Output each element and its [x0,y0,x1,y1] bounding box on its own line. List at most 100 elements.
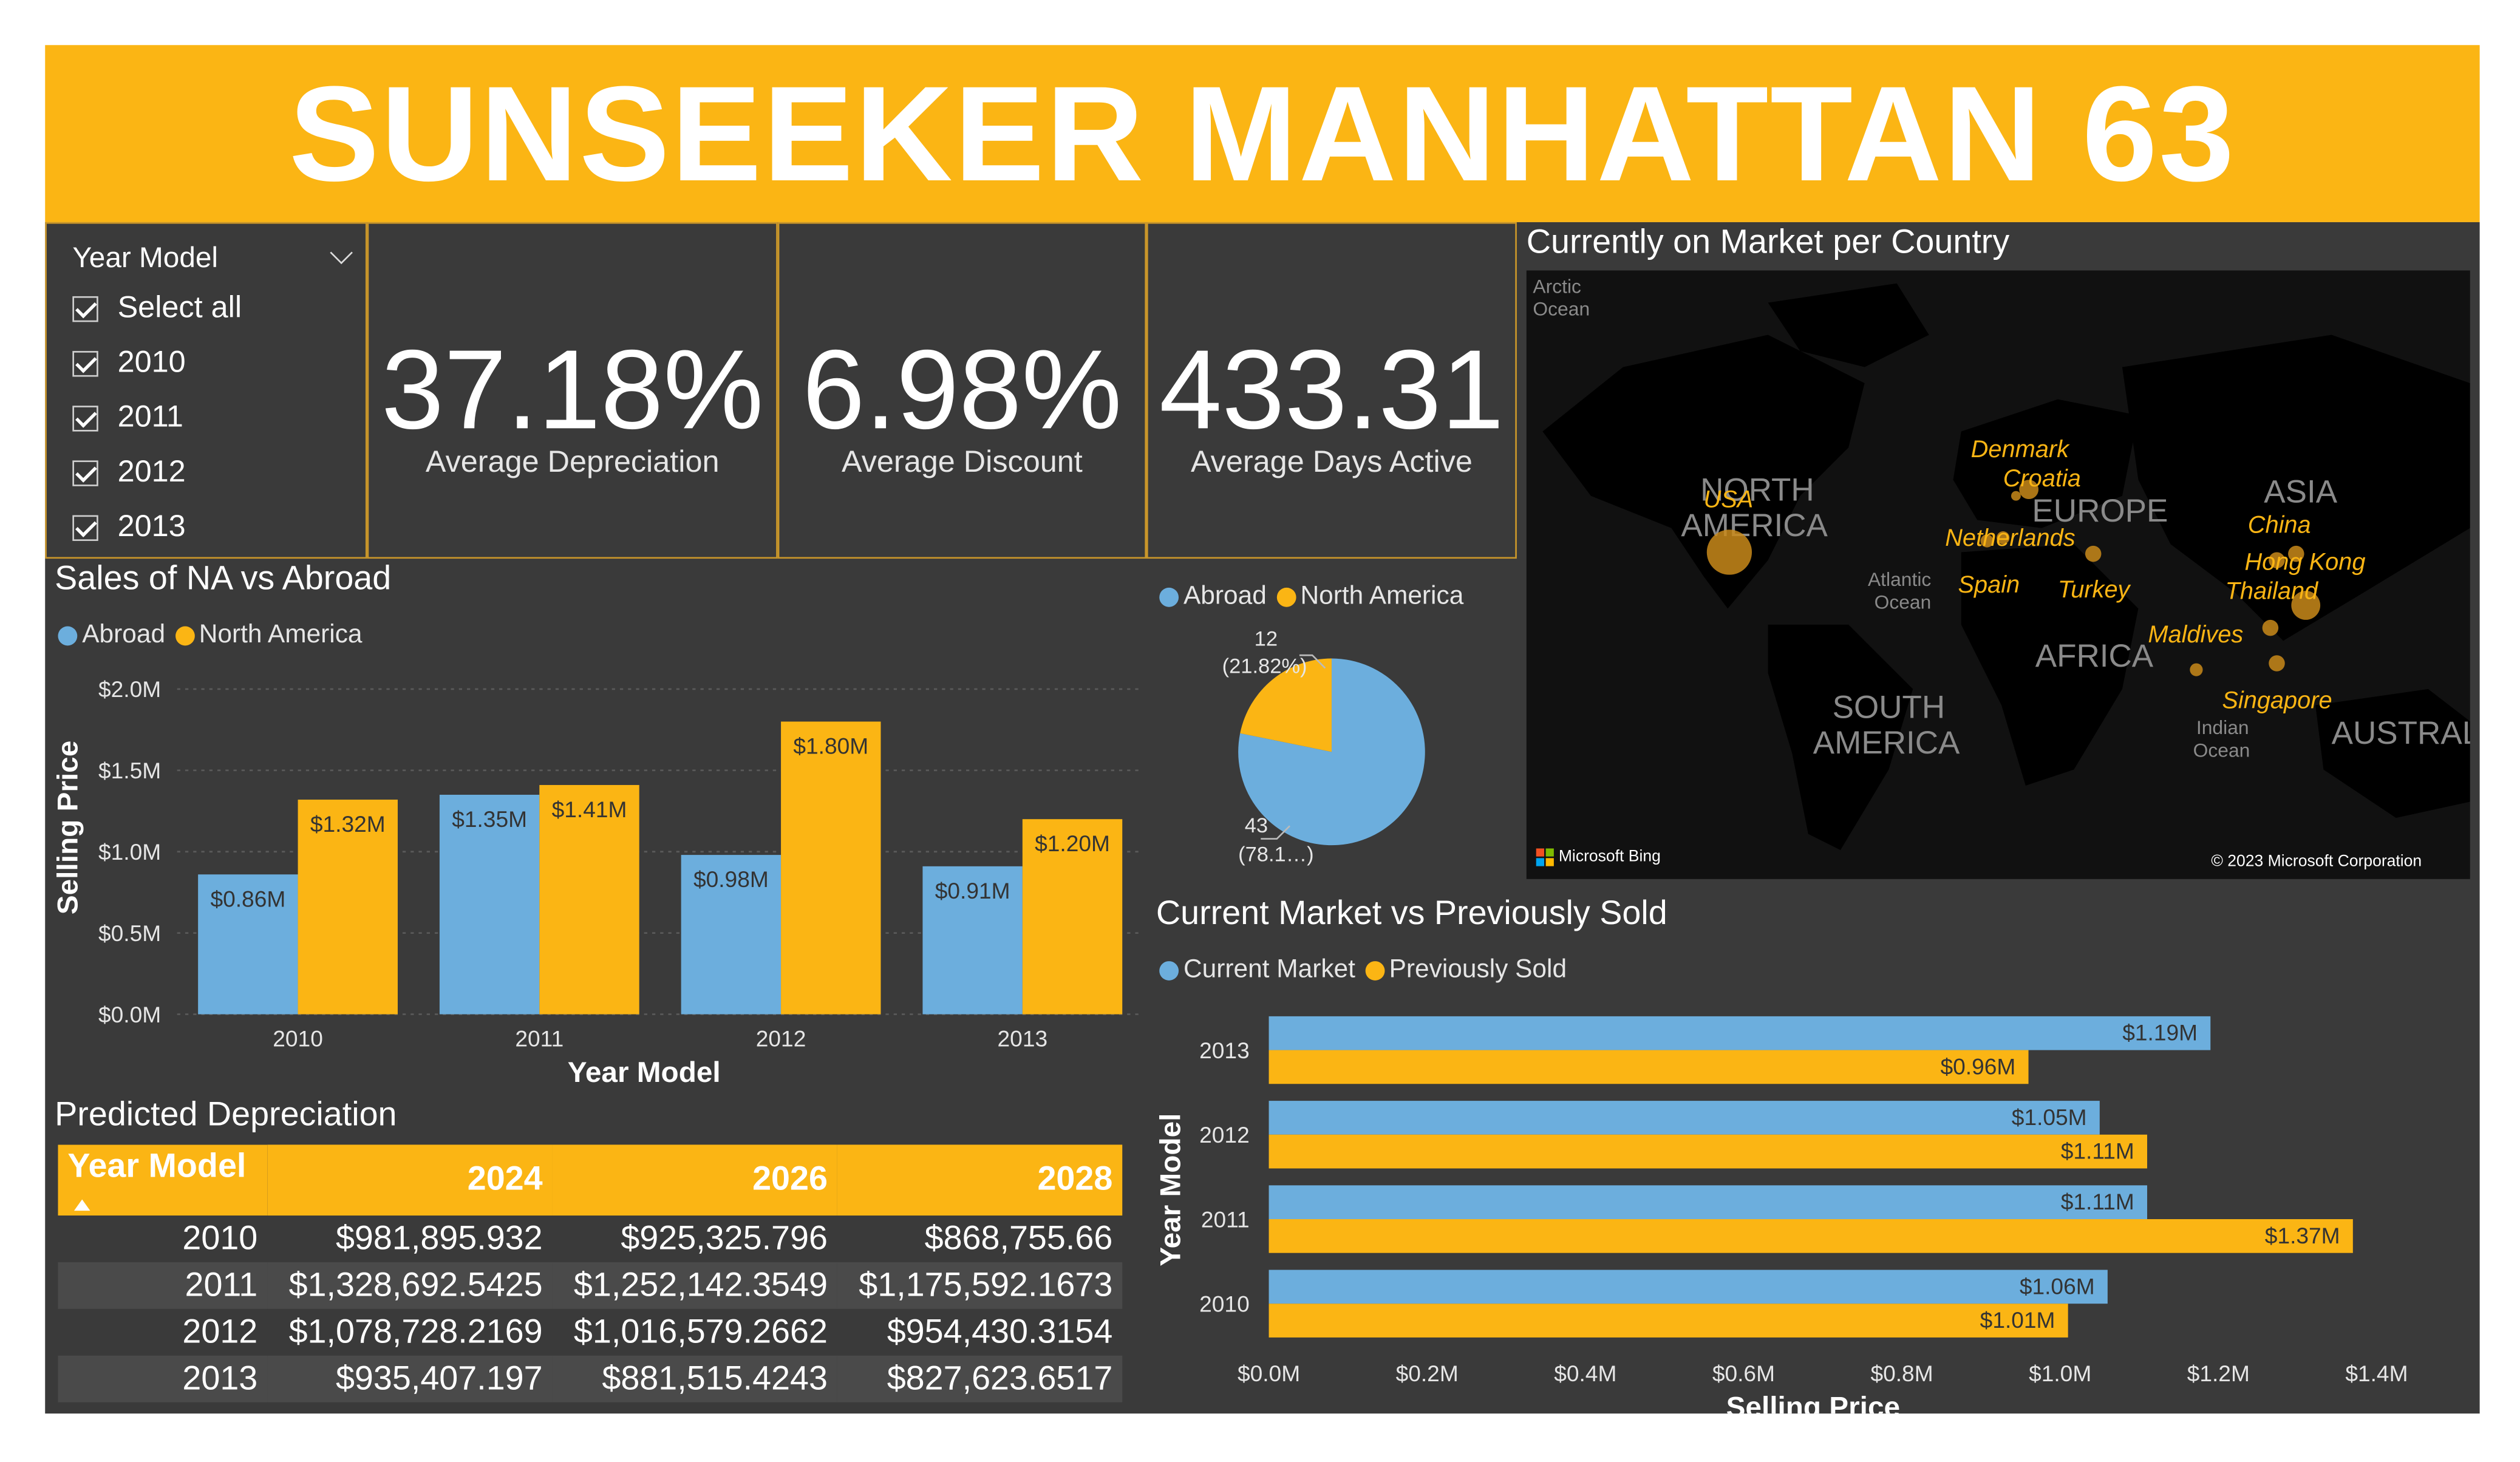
slicer-item[interactable]: 2013 [72,501,366,556]
chevron-down-icon[interactable] [330,241,353,265]
y-axis-title: Year Model [1155,1114,1187,1266]
map-bubble[interactable] [2269,655,2285,672]
x-tick-label: $0.6M [1712,1361,1775,1386]
column-header-2024[interactable]: 2024 [267,1144,553,1216]
bar[interactable] [1269,1270,2108,1304]
world-map[interactable]: Arctic Ocean NORTH AMERICA EUROPE ASIA AFRICA S… [1526,270,2480,879]
legend-current-market-swatch [1159,961,1179,981]
kpi-value: 6.98% [802,327,1122,453]
slicer-item[interactable]: Select all [72,282,366,336]
bar[interactable] [198,874,298,1015]
table-cell: $935,407.197 [267,1355,553,1402]
table-row: 2010 $981,895.932 $925,325.796 $868,755.66 [58,1216,1122,1262]
title-banner: SUNSEEKER MANHATTAN 63 [45,45,2480,222]
table-cell: 2011 [58,1262,268,1309]
pie-slice[interactable] [1238,658,1425,846]
map-region-label: Ocean [1533,298,1590,320]
legend-previously-sold: Previously Sold [1389,956,1567,984]
map-bubble[interactable] [2085,545,2102,562]
map-country-label: Maldives [2148,621,2243,648]
x-tick-label: $0.0M [1238,1361,1300,1386]
checkbox-checked-icon[interactable] [72,296,98,322]
legend-north-america: North America [1300,582,1464,610]
pie-data-label: (78.1…) [1238,843,1314,866]
column-header-2026[interactable]: 2026 [552,1144,837,1216]
table-cell: $981,895.932 [335,1219,543,1257]
map-bubble[interactable] [1997,531,2010,545]
map-region-label: AFRICA [2035,638,2154,674]
slicer-item-label: 2013 [117,510,186,545]
slicer-item-label: Select all [117,291,242,325]
y-tick-label: $1.5M [98,758,161,783]
legend-abroad: Abroad [82,621,166,649]
sales-chart-title: Sales of NA vs Abroad [55,560,392,597]
data-label: $1.20M [1035,831,1110,856]
checkbox-checked-icon[interactable] [72,351,98,377]
bar[interactable] [781,721,881,1015]
map-region-label: SOUTH [1833,690,1946,726]
bar[interactable] [1269,1050,2029,1084]
y-tick-label: $0.0M [98,1002,161,1027]
bar[interactable] [1269,1134,2148,1169]
column-header-year-model[interactable]: Year Model [58,1144,268,1216]
table-row: 2011 $1,328,692.5425 $1,252,142.3549 $1,175… [58,1262,1123,1309]
map-country-label: Spain [1958,571,2020,598]
map-title: Currently on Market per Country [1526,223,2010,261]
table-row: 2013 $935,407.197 $881,515.4243 $827,623.65… [58,1355,1123,1402]
checkbox-checked-icon[interactable] [72,406,98,432]
y-tick-label: 2012 [1199,1122,1250,1148]
column-header-2028[interactable]: 2028 [837,1144,1123,1216]
table-cell: $1,016,579.2662 [573,1313,828,1350]
map-bubble[interactable] [2269,552,2285,569]
bar[interactable] [1269,1219,2353,1253]
table-cell: $1,252,142.3549 [552,1262,837,1309]
map-bubble[interactable] [2190,663,2203,676]
y-tick-label: $1.0M [98,839,161,865]
bar[interactable] [1269,1185,2148,1219]
checkbox-checked-icon[interactable] [72,515,98,541]
pie-data-label: 12 [1255,627,1278,650]
slicer-item[interactable]: 2010 [72,336,366,391]
x-tick-label: $1.4M [2345,1361,2408,1386]
x-axis-title: Year Model [568,1056,721,1089]
bar[interactable] [1269,1016,2211,1050]
checkbox-checked-icon[interactable] [72,460,98,486]
map-bubble[interactable] [2288,545,2304,562]
slicer-item-label: 2012 [117,455,186,490]
map-bubble[interactable] [2262,619,2279,636]
map-bubble[interactable] [1706,529,1752,575]
bar[interactable] [298,800,398,1015]
x-tick-label: 2010 [273,1026,323,1052]
slicer-item[interactable]: 2011 [72,391,366,446]
africa-shape [1961,544,2139,786]
kpi-label: Average Depreciation [425,446,720,480]
slicer-item-label: 2010 [117,346,186,380]
table-title: Predicted Depreciation [55,1096,397,1134]
data-label: $1.37M [2265,1223,2340,1248]
map-bubble[interactable] [2019,480,2039,500]
legend-abroad: Abroad [1183,582,1267,610]
map-bubble[interactable] [1980,534,1994,548]
map-country-label: Singapore [2222,687,2332,714]
map-country-label: Croatia [2003,465,2081,492]
bar[interactable] [1269,1304,2068,1338]
australia-shape [2315,688,2470,818]
bar[interactable] [1269,1101,2100,1135]
kpi-label: Average Days Active [1190,446,1473,480]
map-bubble[interactable] [2011,491,2021,501]
pie-slice[interactable] [1240,658,1332,752]
map-bubble[interactable] [2291,591,2321,620]
data-label: $1.11M [2061,1138,2134,1164]
bar[interactable] [922,866,1023,1015]
bar[interactable] [539,784,639,1015]
bing-attribution: Microsoft Bing [1536,848,1661,866]
bing-label: Microsoft Bing [1558,848,1661,866]
slicer-item[interactable]: 2012 [72,446,366,501]
table-cell: $827,623.6517 [837,1355,1123,1402]
map-country-label: Turkey [2058,576,2131,603]
bar[interactable] [439,795,540,1015]
bar[interactable] [1022,819,1123,1015]
pie-data-label: 43 [1245,814,1268,837]
bar[interactable] [681,855,782,1015]
